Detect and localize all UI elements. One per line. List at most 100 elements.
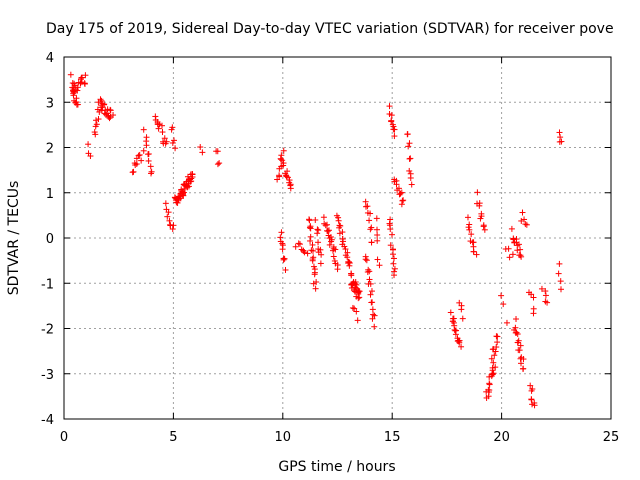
- data-point: [512, 324, 519, 331]
- data-point: [473, 251, 480, 258]
- data-point: [336, 230, 343, 237]
- data-point: [74, 101, 81, 108]
- data-point: [281, 255, 288, 262]
- data-point: [407, 174, 414, 181]
- data-point: [408, 181, 415, 188]
- data-point: [145, 151, 152, 158]
- data-point: [542, 288, 549, 295]
- data-point: [143, 142, 150, 149]
- data-point: [334, 266, 341, 273]
- x-axis-label: GPS time / hours: [278, 459, 395, 475]
- data-point: [197, 144, 204, 151]
- data-point: [199, 149, 206, 156]
- data-point: [330, 253, 337, 260]
- data-point: [331, 257, 338, 264]
- data-point: [528, 291, 535, 298]
- data-point: [391, 133, 398, 140]
- data-point: [284, 168, 291, 175]
- data-point: [292, 243, 299, 250]
- data-point: [398, 201, 405, 208]
- data-point: [335, 217, 342, 224]
- data-point: [110, 112, 117, 119]
- data-point: [538, 285, 545, 292]
- data-point: [371, 323, 378, 330]
- data-point: [166, 217, 173, 224]
- data-point: [530, 310, 537, 317]
- data-point: [165, 209, 172, 216]
- data-point: [371, 312, 378, 319]
- data-point: [309, 257, 316, 264]
- data-point: [282, 266, 289, 273]
- data-point: [317, 246, 324, 253]
- data-point: [82, 72, 89, 79]
- data-point: [362, 203, 369, 210]
- data-point: [557, 134, 564, 141]
- data-point: [369, 306, 376, 313]
- data-point: [503, 319, 510, 326]
- data-point: [513, 316, 520, 323]
- data-point: [297, 241, 304, 248]
- data-point: [520, 356, 527, 363]
- data-point: [340, 238, 347, 245]
- data-point: [335, 214, 342, 221]
- data-point: [373, 215, 380, 222]
- y-tick-label: 0: [46, 232, 54, 247]
- data-point: [476, 202, 483, 209]
- data-point: [514, 331, 521, 338]
- data-point: [87, 153, 94, 160]
- data-point: [450, 318, 457, 325]
- y-tick-label: 3: [46, 96, 54, 111]
- data-point: [376, 262, 383, 269]
- data-point: [498, 292, 505, 299]
- data-point: [94, 106, 101, 113]
- data-point: [328, 238, 335, 245]
- data-point: [518, 360, 525, 367]
- data-point: [387, 242, 394, 249]
- data-point: [71, 88, 78, 95]
- data-point: [387, 216, 394, 223]
- data-point: [172, 145, 179, 152]
- data-point: [170, 222, 177, 229]
- data-point: [73, 95, 80, 102]
- data-point: [324, 221, 331, 228]
- data-point: [509, 251, 516, 258]
- data-point: [494, 339, 501, 346]
- data-point: [367, 280, 374, 287]
- data-point: [368, 288, 375, 295]
- data-point: [390, 255, 397, 262]
- data-point: [388, 117, 395, 124]
- data-point: [386, 103, 393, 110]
- data-point: [306, 224, 313, 231]
- data-point: [488, 355, 495, 362]
- data-point: [489, 370, 496, 377]
- data-point: [459, 315, 466, 322]
- data-point: [304, 250, 311, 257]
- data-point: [320, 214, 327, 221]
- data-point: [159, 129, 166, 136]
- grid-lines: [64, 57, 611, 419]
- data-point: [390, 246, 397, 253]
- plot-frame: [63, 56, 612, 420]
- data-point: [474, 189, 481, 196]
- data-point: [311, 271, 318, 278]
- data-point: [489, 364, 496, 371]
- data-point: [279, 157, 286, 164]
- data-point: [366, 268, 373, 275]
- data-point: [354, 317, 361, 324]
- data-point: [493, 344, 500, 351]
- data-point: [389, 231, 396, 238]
- data-point: [393, 181, 400, 188]
- data-point: [391, 272, 398, 279]
- data-point: [307, 233, 314, 240]
- data-point: [169, 226, 176, 233]
- data-point: [161, 135, 168, 142]
- data-point: [104, 106, 111, 113]
- data-point: [492, 364, 499, 371]
- data-point: [517, 246, 524, 253]
- data-point: [164, 213, 171, 220]
- data-point: [514, 339, 521, 346]
- data-point: [464, 214, 471, 221]
- data-point: [556, 260, 563, 267]
- data-point: [140, 147, 147, 154]
